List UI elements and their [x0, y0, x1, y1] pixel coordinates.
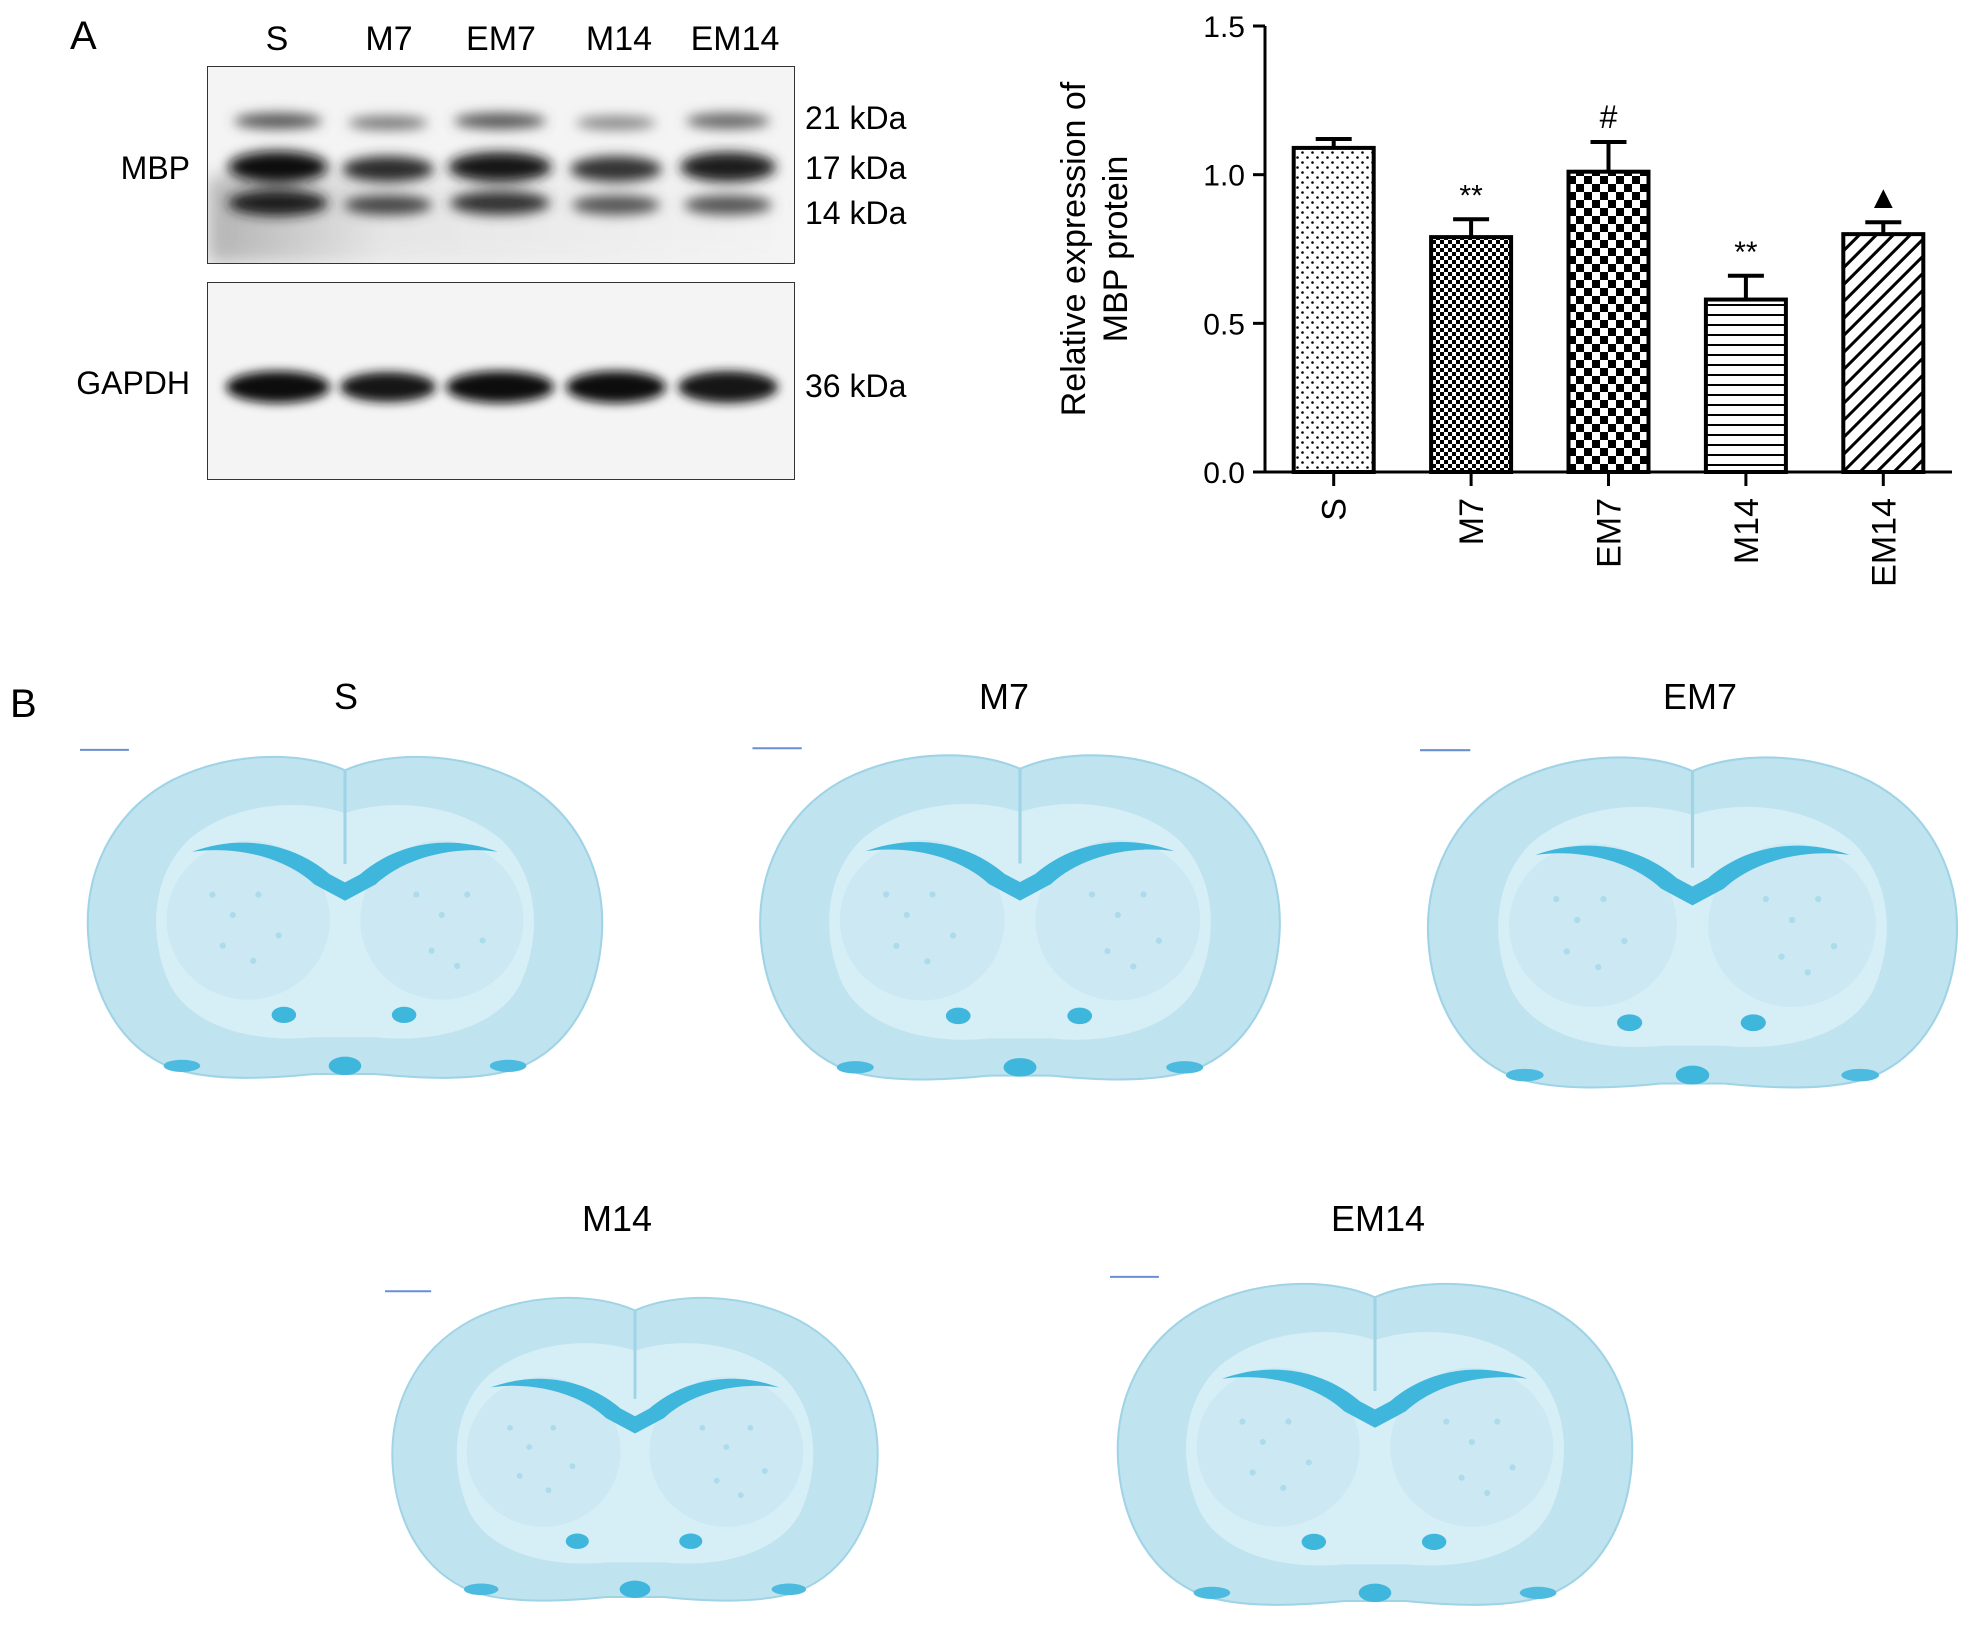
panel-a-letter: A — [70, 14, 97, 58]
bar-s — [1291, 145, 1376, 474]
brain-section-s — [80, 740, 610, 1090]
significance-m7: ** — [1459, 179, 1483, 212]
gapdh-row-label: GAPDH — [76, 365, 190, 401]
mbp-blot-bands — [208, 113, 794, 263]
y-axis-label-line1: Relative expression of — [1055, 81, 1093, 416]
y-tick-label: 1.0 — [1203, 160, 1245, 193]
brain-section-m7 — [750, 740, 1290, 1090]
chart-labels: 0.0 0.5 1.0 1.5 Relative expression of MBP pr… — [1055, 11, 1903, 587]
mbp-bar-chart: 0.0 0.5 1.0 1.5 Relative expression of MBP pr… — [1055, 11, 1952, 587]
y-axis-label-line2: MBP protein — [1097, 156, 1135, 342]
mbp-row-label: MBP — [120, 150, 190, 186]
brain-section-em14 — [1110, 1262, 1640, 1622]
y-tick-label: 1.5 — [1203, 11, 1245, 44]
lane-label-s: S — [265, 20, 289, 58]
band-label-21kda: 21 kDa — [805, 100, 907, 136]
band-label-14kda: 14 kDa — [805, 195, 907, 231]
bar-m14 — [1703, 297, 1788, 474]
section-label-m7: M7 — [978, 676, 1029, 717]
y-axis-label: Relative expression of MBP protein — [1055, 81, 1135, 416]
band-label-36kda: 36 kDa — [805, 368, 907, 404]
section-label-s: S — [333, 676, 358, 717]
section-label-m14: M14 — [581, 1198, 653, 1239]
bar-m7 — [1429, 235, 1514, 474]
section-label-em7: EM7 — [1662, 676, 1738, 717]
brain-section-m14 — [385, 1262, 885, 1632]
band-label-17kda: 17 kDa — [805, 150, 907, 186]
x-tick-label-s: S — [1316, 498, 1354, 521]
gapdh-blot-image — [207, 282, 795, 480]
y-tick-label: 0.5 — [1203, 308, 1245, 341]
x-tick-label-em7: EM7 — [1591, 498, 1629, 568]
x-tick-label-m14: M14 — [1728, 498, 1766, 564]
significance-em7: # — [1600, 99, 1618, 135]
significance-m14: ** — [1734, 236, 1758, 269]
y-tick-label: 0.0 — [1203, 457, 1245, 490]
panel-b-letter: B — [10, 682, 37, 726]
mbp-blot-image — [207, 66, 795, 264]
x-tick-label-m7: M7 — [1453, 498, 1491, 545]
section-label-em14: EM14 — [1330, 1198, 1426, 1239]
bar-em14 — [1841, 232, 1926, 474]
lane-label-em14: EM14 — [690, 20, 780, 58]
bar-em7 — [1566, 169, 1651, 474]
x-tick-label-em14: EM14 — [1865, 498, 1903, 587]
chart-bars — [1291, 136, 1926, 474]
lane-label-em7: EM7 — [466, 20, 536, 58]
lane-label-m7: M7 — [365, 20, 413, 58]
gapdh-blot-bands — [226, 371, 778, 403]
lane-label-m14: M14 — [585, 20, 653, 58]
brain-section-em7 — [1420, 740, 1965, 1100]
significance-em14: ▲ — [1867, 179, 1899, 215]
